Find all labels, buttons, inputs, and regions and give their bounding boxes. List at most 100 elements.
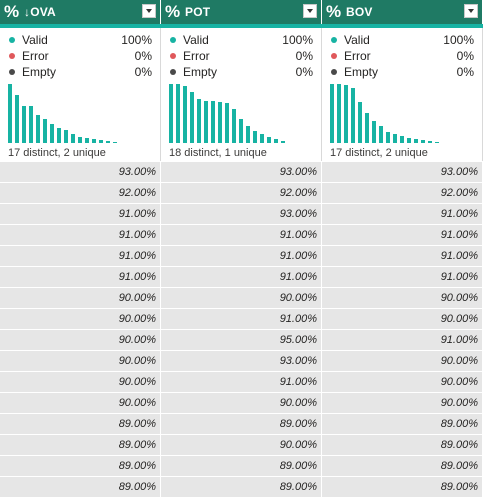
table-cell[interactable]: 93.00% [0, 161, 161, 182]
table-cell[interactable]: 92.00% [0, 182, 161, 203]
table-cell[interactable]: 91.00% [0, 203, 161, 224]
table-cell[interactable]: 90.00% [0, 371, 161, 392]
histogram-bar[interactable] [358, 102, 362, 143]
table-cell[interactable]: 92.00% [322, 182, 483, 203]
table-cell[interactable]: 91.00% [322, 245, 483, 266]
table-cell[interactable]: 91.00% [0, 224, 161, 245]
histogram-bar[interactable] [372, 121, 376, 143]
table-cell[interactable]: 89.00% [0, 455, 161, 476]
histogram-bar[interactable] [351, 88, 355, 143]
column-name[interactable]: ↓OVA [24, 5, 56, 19]
histogram-bar[interactable] [435, 142, 439, 143]
table-cell[interactable]: 90.00% [322, 308, 483, 329]
histogram-bar[interactable] [113, 142, 117, 143]
value-distribution-histogram[interactable] [169, 84, 309, 143]
histogram-bar[interactable] [64, 130, 68, 143]
histogram-bar[interactable] [106, 141, 110, 143]
histogram-bar[interactable] [183, 86, 187, 143]
table-cell[interactable]: 89.00% [322, 434, 483, 455]
histogram-bar[interactable] [85, 138, 89, 143]
histogram-bar[interactable] [71, 134, 75, 143]
table-cell[interactable]: 91.00% [161, 245, 322, 266]
histogram-bar[interactable] [29, 106, 33, 143]
table-cell[interactable]: 90.00% [161, 434, 322, 455]
histogram-bar[interactable] [92, 139, 96, 143]
table-cell[interactable]: 89.00% [161, 455, 322, 476]
histogram-bar[interactable] [267, 137, 271, 143]
table-cell[interactable]: 89.00% [322, 413, 483, 434]
histogram-bar[interactable] [169, 84, 173, 143]
histogram-bar[interactable] [211, 101, 215, 143]
table-cell[interactable]: 95.00% [161, 329, 322, 350]
table-cell[interactable]: 89.00% [0, 413, 161, 434]
value-distribution-histogram[interactable] [330, 84, 470, 143]
table-cell[interactable]: 91.00% [0, 245, 161, 266]
histogram-bar[interactable] [428, 141, 432, 143]
histogram-bar[interactable] [239, 119, 243, 143]
table-cell[interactable]: 90.00% [322, 350, 483, 371]
table-cell[interactable]: 90.00% [322, 287, 483, 308]
histogram-bar[interactable] [414, 139, 418, 143]
table-cell[interactable]: 93.00% [161, 203, 322, 224]
table-cell[interactable]: 91.00% [161, 224, 322, 245]
table-cell[interactable]: 90.00% [161, 392, 322, 413]
table-cell[interactable]: 91.00% [0, 266, 161, 287]
column-header-bov[interactable]: % BOV [322, 0, 483, 24]
percentage-type-icon[interactable]: % [326, 2, 342, 21]
histogram-bar[interactable] [337, 84, 341, 143]
table-cell[interactable]: 93.00% [161, 350, 322, 371]
histogram-bar[interactable] [204, 101, 208, 143]
histogram-bar[interactable] [260, 134, 264, 143]
table-cell[interactable]: 91.00% [322, 224, 483, 245]
histogram-bar[interactable] [232, 109, 236, 143]
histogram-bar[interactable] [400, 136, 404, 143]
table-cell[interactable]: 89.00% [0, 434, 161, 455]
table-cell[interactable]: 89.00% [0, 476, 161, 497]
histogram-bar[interactable] [281, 141, 285, 143]
histogram-bar[interactable] [421, 140, 425, 143]
column-name[interactable]: POT [185, 5, 211, 19]
table-cell[interactable]: 89.00% [322, 455, 483, 476]
table-cell[interactable]: 91.00% [161, 266, 322, 287]
table-cell[interactable]: 91.00% [161, 308, 322, 329]
column-header-ova[interactable]: % ↓OVA [0, 0, 161, 24]
dropdown-arrow-icon[interactable] [303, 4, 317, 18]
histogram-bar[interactable] [99, 140, 103, 143]
table-cell[interactable]: 91.00% [322, 329, 483, 350]
value-distribution-histogram[interactable] [8, 84, 148, 143]
table-cell[interactable]: 89.00% [322, 476, 483, 497]
percentage-type-icon[interactable]: % [4, 2, 20, 21]
histogram-bar[interactable] [50, 124, 54, 143]
table-cell[interactable]: 93.00% [322, 161, 483, 182]
dropdown-arrow-icon[interactable] [464, 4, 478, 18]
table-cell[interactable]: 90.00% [0, 350, 161, 371]
histogram-bar[interactable] [379, 126, 383, 143]
table-cell[interactable]: 93.00% [161, 161, 322, 182]
dropdown-arrow-icon[interactable] [142, 4, 156, 18]
table-cell[interactable]: 90.00% [0, 392, 161, 413]
table-cell[interactable]: 90.00% [0, 287, 161, 308]
histogram-bar[interactable] [225, 103, 229, 143]
histogram-bar[interactable] [365, 113, 369, 143]
table-cell[interactable]: 90.00% [161, 287, 322, 308]
table-cell[interactable]: 91.00% [161, 371, 322, 392]
table-cell[interactable]: 90.00% [0, 308, 161, 329]
histogram-bar[interactable] [22, 106, 26, 143]
histogram-bar[interactable] [393, 134, 397, 143]
table-cell[interactable]: 90.00% [0, 329, 161, 350]
table-cell[interactable]: 89.00% [161, 413, 322, 434]
percentage-type-icon[interactable]: % [165, 2, 181, 21]
histogram-bar[interactable] [15, 95, 19, 143]
histogram-bar[interactable] [36, 115, 40, 143]
table-cell[interactable]: 91.00% [322, 203, 483, 224]
histogram-bar[interactable] [274, 139, 278, 143]
histogram-bar[interactable] [386, 132, 390, 143]
column-header-pot[interactable]: % POT [161, 0, 322, 24]
histogram-bar[interactable] [43, 119, 47, 143]
table-cell[interactable]: 90.00% [322, 392, 483, 413]
histogram-bar[interactable] [176, 84, 180, 143]
histogram-bar[interactable] [218, 102, 222, 143]
table-cell[interactable]: 92.00% [161, 182, 322, 203]
column-name[interactable]: BOV [346, 5, 373, 19]
histogram-bar[interactable] [57, 128, 61, 143]
